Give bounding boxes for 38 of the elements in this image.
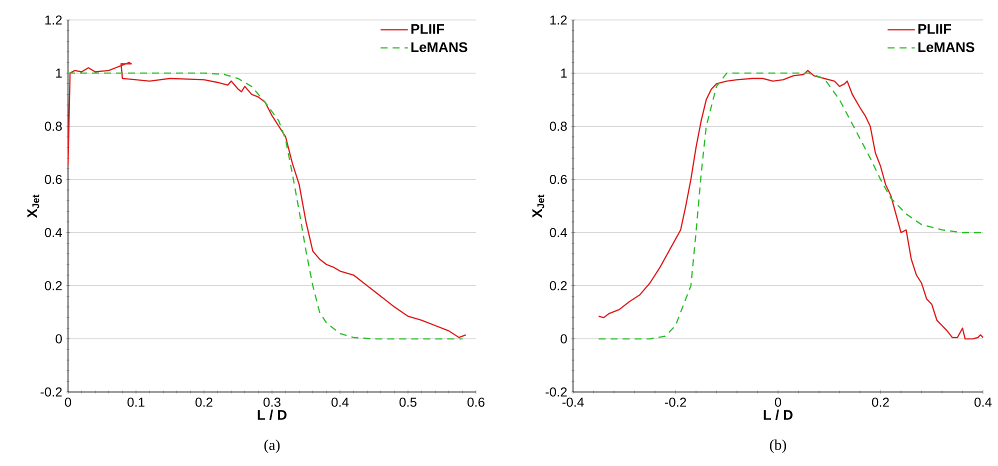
y-tick-label: 0.8	[550, 122, 567, 131]
legend-label: LeMANS	[918, 42, 974, 52]
y-tick-label: 0.4	[44, 228, 62, 238]
x-tick-label: 0.6	[468, 398, 484, 407]
y-axis-title: X$_{Jet}$	[532, 194, 544, 218]
x-tick-label: 0.5	[400, 398, 416, 407]
x-axis-title: L / D	[764, 410, 793, 420]
y-tick-label: 0	[560, 334, 567, 344]
y-tick-label: -0.2	[40, 387, 62, 397]
y-tick-label: 0.2	[550, 281, 567, 290]
y-tick-label: 0	[56, 334, 62, 344]
x-tick-label: 0.4	[332, 398, 349, 407]
y-tick-label: 1.2	[45, 15, 62, 25]
x-tick-label: 0	[64, 398, 72, 407]
y-tick-label: 0.8	[44, 122, 62, 131]
x-tick-label: -0.2	[664, 398, 686, 407]
y-tick-label: -0.2	[546, 387, 567, 397]
y-axis-title: X$_{Jet}$	[27, 194, 40, 218]
y-tick-label: 0.4	[550, 228, 567, 238]
x-tick-label: -0.4	[562, 398, 584, 407]
y-tick-label: 0.2	[44, 281, 62, 290]
x-tick-label: 0.2	[872, 398, 889, 407]
y-tick-label: 1.2	[550, 15, 567, 25]
text: (a)	[264, 440, 280, 454]
text: (b)	[770, 440, 786, 454]
y-tick-label: 0.6	[44, 174, 62, 184]
legend-label: PLIIF	[411, 24, 444, 34]
y-tick-label: 0.6	[550, 174, 567, 184]
x-tick-label: 0.1	[128, 398, 144, 407]
legend-label: LeMANS	[411, 42, 468, 52]
x-axis-title: L / D	[258, 410, 287, 420]
y-tick-label: 1	[561, 68, 567, 78]
x-tick-label: 0	[774, 398, 782, 407]
x-tick-label: 0.4	[974, 398, 992, 407]
x-tick-label: 0.2	[196, 398, 212, 407]
x-tick-label: 0.3	[264, 398, 280, 407]
legend-label: PLIIF	[918, 24, 952, 34]
y-tick-label: 1	[56, 68, 62, 78]
